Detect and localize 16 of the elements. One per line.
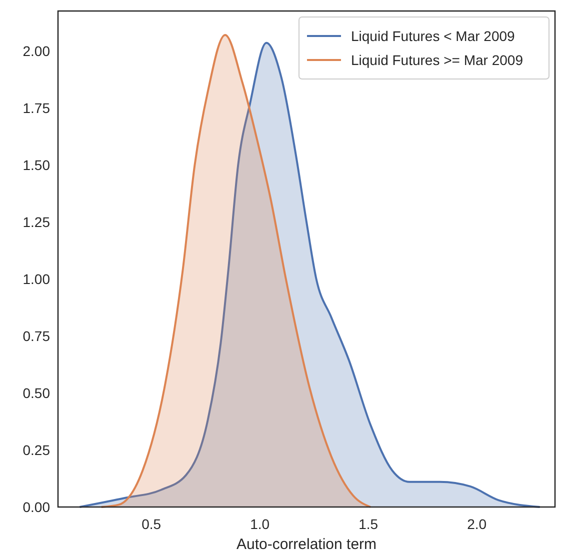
legend-label: Liquid Futures >= Mar 2009 (351, 52, 524, 68)
x-tick-label: 1.0 (250, 516, 270, 532)
y-tick-label: 0.25 (22, 442, 50, 458)
y-tick-label: 0.75 (22, 328, 50, 344)
y-tick-label: 2.00 (22, 42, 50, 59)
x-tick-label: 0.5 (142, 516, 162, 532)
x-axis-title: Auto-correlation term (236, 536, 377, 553)
y-tick-label: 1.00 (22, 270, 50, 287)
legend-label: Liquid Futures < Mar 2009 (351, 28, 516, 44)
y-tick-label: 1.75 (22, 100, 50, 116)
y-tick-label: 0.50 (22, 384, 50, 401)
y-tick-label: 1.25 (22, 214, 50, 230)
x-tick-label: 1.5 (358, 516, 378, 532)
y-tick-label: 0.00 (22, 498, 50, 515)
y-tick-label: 1.50 (22, 156, 50, 173)
x-tick-label: 2.0 (467, 516, 487, 532)
